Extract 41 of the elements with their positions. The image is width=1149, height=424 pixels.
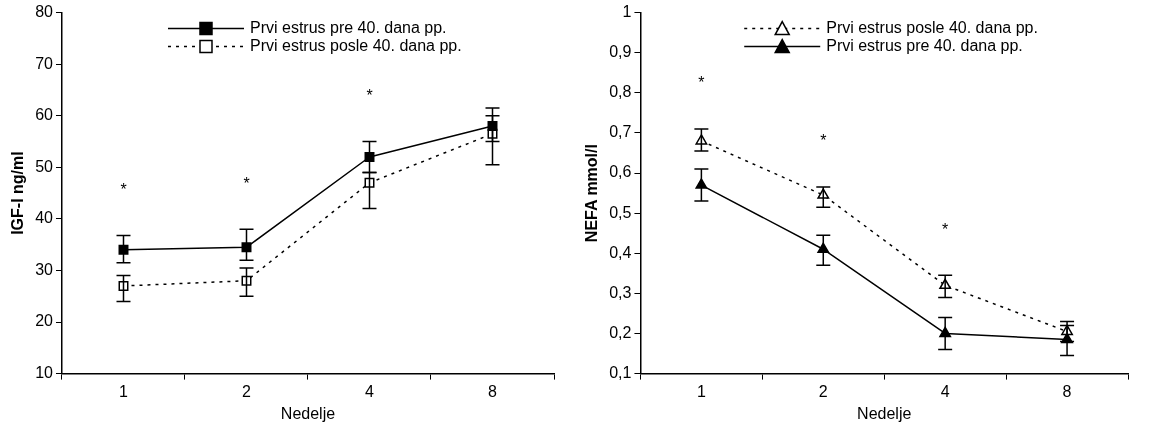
y-tick-label: 0,7 xyxy=(609,123,632,141)
y-tick-label: 1 xyxy=(622,3,632,21)
y-tick-label: 0,9 xyxy=(609,43,632,61)
x-tick-label: 4 xyxy=(365,382,375,400)
x-tick-label: 1 xyxy=(119,382,129,400)
y-tick-label: 30 xyxy=(35,260,54,278)
legend-label: Prvi estrus posle 40. dana pp. xyxy=(826,19,1038,37)
annotation: * xyxy=(243,174,250,192)
annotation: * xyxy=(698,74,705,92)
y-tick-label: 80 xyxy=(35,3,54,21)
y-tick-label: 0,5 xyxy=(609,203,632,221)
annotation: * xyxy=(820,132,827,150)
y-tick-label: 0,6 xyxy=(609,163,632,181)
y-tick-label: 0,2 xyxy=(609,323,632,341)
legend-label: Prvi estrus posle 40. dana pp. xyxy=(250,37,462,55)
x-axis-title: Nedelje xyxy=(280,404,336,422)
y-tick-label: 60 xyxy=(35,106,54,124)
annotation: * xyxy=(942,220,949,238)
y-tick-label: 10 xyxy=(35,364,54,382)
annotation: * xyxy=(366,86,373,104)
x-tick-label: 8 xyxy=(488,382,498,400)
legend-label: Prvi estrus pre 40. dana pp. xyxy=(250,19,447,37)
y-axis-title: IGF-I ng/ml xyxy=(9,151,27,235)
y-tick-label: 0,3 xyxy=(609,283,632,301)
y-tick-label: 0,4 xyxy=(609,243,632,261)
y-tick-label: 0,1 xyxy=(609,364,632,382)
y-tick-label: 0,8 xyxy=(609,83,632,101)
x-axis-title: Nedelje xyxy=(857,404,912,422)
y-axis-title: NEFA mmol/l xyxy=(583,144,601,243)
y-tick-label: 20 xyxy=(35,312,54,330)
x-tick-label: 8 xyxy=(1062,382,1072,400)
y-tick-label: 40 xyxy=(35,209,54,227)
legend-label: Prvi estrus pre 40. dana pp. xyxy=(826,37,1023,55)
x-tick-label: 2 xyxy=(242,382,252,400)
x-tick-label: 1 xyxy=(696,382,706,400)
x-tick-label: 4 xyxy=(940,382,950,400)
y-tick-label: 70 xyxy=(35,54,54,72)
x-tick-label: 2 xyxy=(818,382,828,400)
point xyxy=(695,178,708,189)
y-tick-label: 50 xyxy=(35,157,54,175)
annotation: * xyxy=(120,180,127,198)
